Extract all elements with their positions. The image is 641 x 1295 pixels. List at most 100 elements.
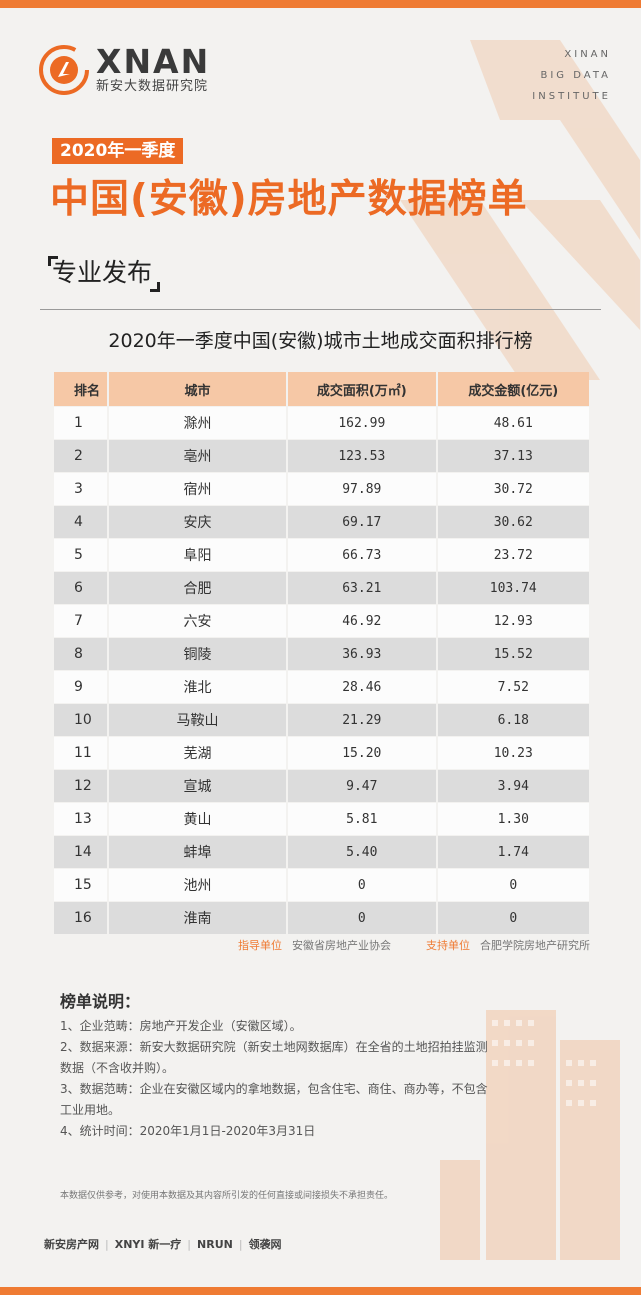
amount-cell: 48.61 [435,406,589,440]
rank-cell: 2 [54,439,108,473]
support-unit: 支持单位 合肥学院房地产研究所 [426,937,590,953]
rank-cell: 1 [54,406,108,440]
amount-cell: 0 [435,868,589,902]
partner-logos: 新安房产网 | XNYI 新一疗 | NRUN | 领袭网 [44,1236,282,1252]
city-cell: 滁州 [106,406,288,440]
rank-cell: 9 [54,670,108,704]
partner-logo-lingxi: 领袭网 [248,1238,282,1251]
amount-cell: 12.93 [435,604,589,638]
guide-unit: 指导单位 安徽省房地产业协会 [238,937,391,953]
area-cell: 28.46 [286,670,437,704]
city-cell: 淮南 [106,901,288,934]
note-item: 1、企业范畴：房地产开发企业（安徽区域）。 [60,1019,302,1033]
area-cell: 0 [286,901,437,934]
area-cell: 46.92 [286,604,437,638]
amount-cell: 103.74 [435,571,589,605]
rank-cell: 8 [54,637,108,671]
area-cell: 5.40 [286,835,437,869]
partner-separator: | [238,1237,243,1251]
city-cell: 宿州 [106,472,288,506]
table-title: 2020年一季度中国(安徽)城市土地成交面积排行榜 [108,330,533,352]
institute-label: XINAN BIG DATA INSTITUTE [532,44,611,107]
area-cell: 36.93 [286,637,437,671]
table-row: 11 芜湖 15.20 10.23 [54,736,589,770]
column-header-city: 城市 [106,372,288,407]
amount-cell: 3.94 [435,769,589,803]
column-header-rank: 排名 [54,372,108,407]
amount-cell: 1.74 [435,835,589,869]
area-cell: 9.47 [286,769,437,803]
partner-logo-nrun: NRUN [197,1237,233,1251]
brand-logo: XNAN 新安大数据研究院 [38,44,210,96]
table-row: 13 黄山 5.81 1.30 [54,802,589,836]
rank-cell: 3 [54,472,108,506]
rank-cell: 15 [54,868,108,902]
guide-unit-label: 指导单位 [238,939,282,952]
amount-cell: 7.52 [435,670,589,704]
note-item: 4、统计时间：2020年1月1日-2020年3月31日 [60,1124,316,1138]
table-row: 2 亳州 123.53 37.13 [54,439,589,473]
bracket-right-decoration [150,282,161,292]
city-cell: 黄山 [106,802,288,836]
institute-line-3: INSTITUTE [532,91,611,102]
area-cell: 63.21 [286,571,437,605]
release-tag-label: 专业发布 [52,258,153,287]
logo-subtitle: 新安大数据研究院 [96,79,209,94]
institute-line-1: XINAN [564,49,611,60]
rank-cell: 14 [54,835,108,869]
divider [40,309,601,310]
amount-cell: 37.13 [435,439,589,473]
area-cell: 5.81 [286,802,437,836]
area-cell: 0 [286,868,437,902]
partner-separator: | [187,1237,192,1251]
disclaimer: 本数据仅供参考，对使用本数据及其内容所引发的任何直接或间接损失不承担责任。 [60,1191,394,1201]
table-row: 3 宿州 97.89 30.72 [54,472,589,506]
rank-cell: 4 [54,505,108,539]
table-row: 7 六安 46.92 12.93 [54,604,589,638]
release-tag: 专业发布 [48,256,161,292]
amount-cell: 15.52 [435,637,589,671]
area-cell: 69.17 [286,505,437,539]
city-cell: 亳州 [106,439,288,473]
city-cell: 宣城 [106,769,288,803]
bottom-accent-bar [0,1287,641,1295]
rank-cell: 12 [54,769,108,803]
amount-cell: 1.30 [435,802,589,836]
rank-cell: 13 [54,802,108,836]
table-row: 16 淮南 0 0 [54,901,589,934]
city-cell: 池州 [106,868,288,902]
support-unit-value: 合肥学院房地产研究所 [480,939,590,952]
table-row: 10 马鞍山 21.29 6.18 [54,703,589,737]
rank-cell: 5 [54,538,108,572]
top-accent-bar [0,0,641,8]
table-row: 15 池州 0 0 [54,868,589,902]
rank-cell: 6 [54,571,108,605]
rank-cell: 7 [54,604,108,638]
area-cell: 21.29 [286,703,437,737]
area-cell: 123.53 [286,439,437,473]
logo-icon [39,45,89,95]
column-header-amount: 成交金额(亿元) [435,372,589,407]
city-cell: 淮北 [106,670,288,704]
note-item: 3、数据范畴：企业在安徽区域内的拿地数据，包含住宅、商住、商办等，不包含工业用地… [60,1082,488,1117]
area-cell: 162.99 [286,406,437,440]
rank-cell: 11 [54,736,108,770]
logo-wordmark: XNAN [96,42,211,81]
table-row: 14 蚌埠 5.40 1.74 [54,835,589,869]
rank-cell: 10 [54,703,108,737]
table-row: 4 安庆 69.17 30.62 [54,505,589,539]
table-row: 9 淮北 28.46 7.52 [54,670,589,704]
bracket-left-decoration [48,256,58,266]
amount-cell: 10.23 [435,736,589,770]
city-cell: 阜阳 [106,538,288,572]
support-unit-label: 支持单位 [426,939,470,952]
note-item: 2、数据来源：新安大数据研究院（新安土地网数据库）在全省的土地招拍挂监测数据（不… [60,1040,488,1075]
table-row: 5 阜阳 66.73 23.72 [54,538,589,572]
period-badge: 2020年一季度 [52,138,184,164]
table-header-row: 排名 城市 成交面积(万㎡) 成交金额(亿元) [54,372,589,407]
partner-separator: | [105,1237,109,1251]
city-cell: 蚌埠 [106,835,288,869]
column-header-area: 成交面积(万㎡) [286,372,437,407]
amount-cell: 30.72 [435,472,589,506]
amount-cell: 0 [435,901,589,934]
